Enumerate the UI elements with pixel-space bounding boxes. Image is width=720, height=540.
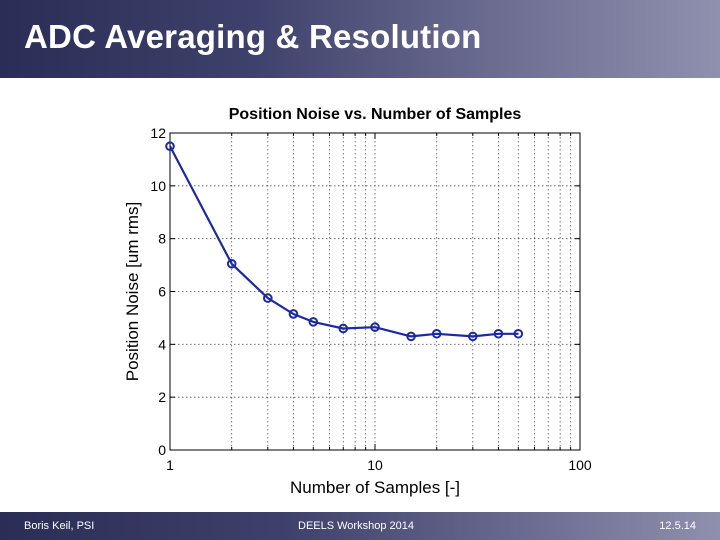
data-point [226, 258, 237, 269]
y-tick-label: 10 [150, 178, 166, 194]
data-point [288, 309, 299, 319]
data-point [513, 328, 524, 339]
y-tick-label: 2 [158, 389, 166, 405]
footer-author: Boris Keil, PSI [24, 520, 95, 532]
y-tick-label: 12 [150, 125, 166, 141]
footer-date: 12.5.14 [659, 520, 696, 532]
data-point [263, 293, 273, 303]
footer-event: DEELS Workshop 2014 [298, 520, 414, 532]
data-point [468, 331, 478, 342]
series-line [169, 145, 519, 338]
y-tick-label: 6 [158, 284, 166, 300]
title-bar: ADC Averaging & Resolution [0, 0, 720, 78]
y-tick-label: 8 [158, 231, 166, 247]
data-point [406, 331, 416, 342]
data-point [165, 141, 175, 152]
x-tick-label: 1 [166, 457, 174, 473]
data-point [431, 328, 442, 339]
data-point [493, 328, 504, 339]
y-tick-label: 0 [158, 442, 166, 458]
x-tick-label: 100 [568, 457, 592, 473]
slide-title: ADC Averaging & Resolution [24, 18, 482, 55]
footer-bar: Boris Keil, PSI DEELS Workshop 2014 12.5… [0, 512, 720, 540]
data-point [308, 317, 319, 327]
chart-title: Position Noise vs. Number of Samples [229, 106, 522, 123]
y-tick-label: 4 [158, 336, 166, 352]
x-tick-label: 10 [367, 457, 383, 473]
data-point [370, 322, 380, 332]
y-axis-label: Position Noise [um rms] [123, 202, 142, 382]
x-axis-label: Number of Samples [-] [290, 478, 460, 497]
data-point [338, 323, 349, 334]
